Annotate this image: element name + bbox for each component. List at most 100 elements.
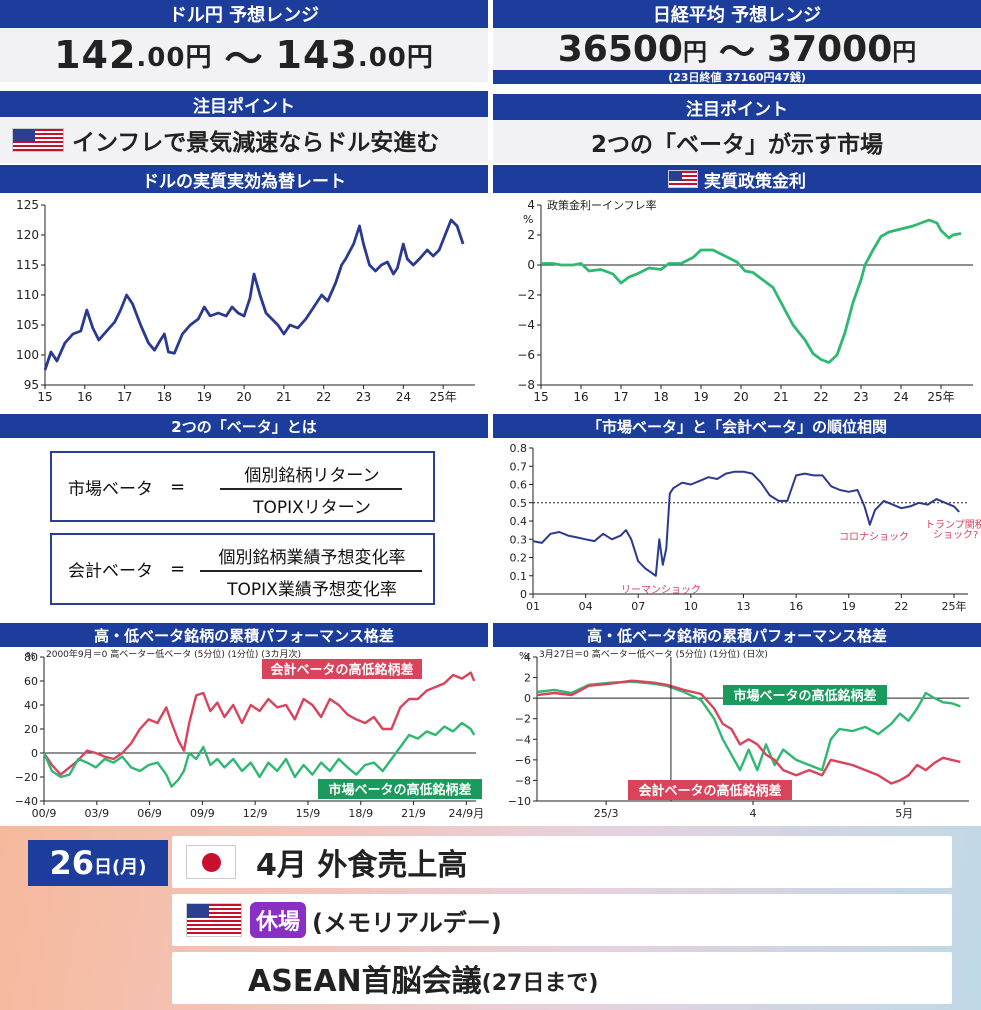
y-tick-label: 0.4 bbox=[510, 515, 528, 528]
x-tick-label: 06/9 bbox=[137, 807, 162, 820]
accounting-beta-legend-label: 会計ベータの高低銘柄差 bbox=[270, 662, 413, 678]
y-tick-label: 0 bbox=[520, 588, 527, 601]
accounting-beta-numerator: 個別銘柄業績予想変化率 bbox=[218, 548, 406, 568]
y-unit-label: % bbox=[523, 213, 533, 226]
annotation-covid: コロナショック bbox=[839, 531, 909, 543]
y-tick-label: 20 bbox=[24, 723, 38, 736]
accounting-beta-spread-line bbox=[536, 679, 961, 785]
market-closed-badge: 休場 bbox=[250, 902, 307, 938]
market-beta-legend-box bbox=[318, 779, 482, 799]
x-tick-label: 4 bbox=[750, 807, 757, 820]
japan-flag-icon bbox=[186, 845, 236, 879]
x-tick-label: 15/9 bbox=[296, 807, 321, 820]
y-tick-label: 0.1 bbox=[510, 570, 528, 583]
x-tick-label: 18 bbox=[157, 390, 172, 404]
x-tick-label: 13 bbox=[736, 600, 750, 613]
nikkei-note: (23日終値 37160円47銭) bbox=[493, 70, 981, 84]
y-tick-label: −40 bbox=[15, 795, 38, 808]
y-tick-label: 4 bbox=[524, 651, 531, 664]
usdjpy-range: 142.00円 〜 143.00円 bbox=[0, 28, 488, 82]
x-tick-label: 23 bbox=[356, 390, 371, 404]
x-tick-label: 19 bbox=[197, 390, 212, 404]
us-flag-icon bbox=[12, 128, 64, 152]
usdjpy-header: ドル円 予想レンジ bbox=[0, 0, 488, 28]
annotation-lehman: リーマンショック bbox=[621, 584, 701, 596]
accounting-beta-legend-box bbox=[262, 659, 422, 679]
chart-subtitle: 2000年9月＝0 高ベーター低ベータ (5分位) (1分位) (3カ月次) bbox=[46, 648, 301, 660]
y-tick-label: 110 bbox=[16, 288, 39, 302]
usdjpy-low-int: 142 bbox=[54, 33, 137, 77]
x-tick-label: 21 bbox=[276, 390, 291, 404]
x-tick-label: 25年 bbox=[430, 390, 457, 404]
real-policy-rate-line-chart: 420−2−4−6−815 16 17 18 19 20 21 22 23 24 25年%政策金利ー… bbox=[517, 198, 973, 404]
y-tick-label: 0.6 bbox=[510, 479, 528, 492]
beta-def-header: 2つの「ベータ」とは bbox=[0, 414, 488, 438]
accounting-beta-label: 会計ベータ bbox=[68, 561, 153, 582]
x-tick-label: 18 bbox=[653, 390, 668, 404]
x-tick-label: 15 bbox=[533, 390, 548, 404]
x-tick-label: 20 bbox=[733, 390, 748, 404]
x-tick-label: 21 bbox=[773, 390, 788, 404]
y-tick-label: 2 bbox=[524, 672, 531, 685]
event-item-1: 4月 外食売上高 bbox=[172, 836, 952, 888]
y-tick-label: 60 bbox=[24, 675, 38, 688]
market-beta-equals: = bbox=[170, 476, 186, 497]
market-beta-legend-box bbox=[723, 685, 887, 705]
event-date-number: 26 bbox=[49, 844, 95, 882]
y-tick-label: 0.5 bbox=[510, 497, 528, 510]
x-tick-label: 09/9 bbox=[190, 807, 215, 820]
rank-correlation-line bbox=[532, 470, 960, 577]
y-unit-label: % bbox=[519, 651, 529, 662]
x-tick-label: 20 bbox=[236, 390, 251, 404]
y-tick-label: 40 bbox=[24, 699, 38, 712]
event-item-2-label: (メモリアルデー) bbox=[312, 908, 502, 937]
market-beta-label: 市場ベータ bbox=[68, 479, 153, 499]
nikkei-high: 37000 bbox=[767, 28, 893, 70]
us-flag-icon bbox=[186, 903, 242, 937]
y-tick-label: −4 bbox=[517, 318, 535, 332]
x-tick-label: 5月 bbox=[895, 807, 913, 820]
x-tick-label: 23 bbox=[853, 390, 868, 404]
x-tick-label: 16 bbox=[77, 390, 92, 404]
x-tick-label: 17 bbox=[613, 390, 628, 404]
y-tick-label: −6 bbox=[515, 754, 531, 767]
policy-rate-chart-title: 実質政策金利 bbox=[493, 165, 981, 193]
x-tick-label: 16 bbox=[789, 600, 803, 613]
market-beta-denominator: TOPIXリターン bbox=[253, 498, 371, 518]
x-tick-label: 07 bbox=[631, 600, 645, 613]
y-tick-label: 0.7 bbox=[510, 460, 528, 473]
accounting-beta-formula: 会計ベータ = 個別銘柄業績予想変化率 TOPIX業績予想変化率 bbox=[50, 533, 435, 605]
y-tick-label: 0.2 bbox=[510, 552, 528, 565]
event-date: 26 日(月) bbox=[28, 840, 168, 886]
x-tick-label: 25年 bbox=[927, 390, 954, 404]
x-tick-label: 19 bbox=[842, 600, 856, 613]
nikkei-yen-2: 円 bbox=[892, 37, 917, 66]
cum-perf-long-title: 高・低ベータ銘柄の累積パフォーマンス格差 bbox=[0, 623, 488, 647]
y-tick-label: −20 bbox=[15, 771, 38, 784]
focus-left-text: インフレで景気減速ならドル安進む bbox=[0, 117, 488, 163]
beta-rank-correlation-chart: 0.8 0.7 0.6 0.5 0.4 0.3 0.2 0.1 001 04 07 10 13 16 19 2… bbox=[510, 442, 981, 613]
y-tick-label: 0.3 bbox=[510, 533, 528, 546]
y-tick-label: −8 bbox=[515, 774, 531, 787]
event-date-suffix: 日(月) bbox=[94, 857, 147, 878]
y-tick-label: 95 bbox=[24, 378, 39, 392]
nikkei-yen-1: 円 bbox=[682, 37, 707, 66]
y-tick-label: −2 bbox=[517, 288, 535, 302]
nikkei-range: 36500 円 〜 37000 円 bbox=[493, 28, 981, 73]
usdjpy-tilde: 〜 bbox=[224, 36, 264, 81]
x-tick-label: 25/3 bbox=[594, 807, 619, 820]
accounting-beta-legend-box bbox=[628, 780, 792, 800]
chart-subtitle: 3月27日＝0 高ベーター低ベータ (5分位) (1分位) (日次) bbox=[539, 648, 768, 660]
cum-perf-recent-title: 高・低ベータ銘柄の累積パフォーマンス格差 bbox=[493, 623, 981, 647]
nikkei-tilde: 〜 bbox=[718, 32, 755, 73]
event-item-3: ASEAN首脳会議 (27日まで) bbox=[172, 952, 952, 1004]
x-tick-label: 22 bbox=[316, 390, 331, 404]
accounting-beta-legend-label: 会計ベータの高低銘柄差 bbox=[638, 783, 781, 799]
y-tick-label: −8 bbox=[517, 378, 535, 392]
x-tick-label: 25年 bbox=[941, 599, 966, 613]
y-tick-label: 100 bbox=[16, 348, 39, 362]
beta-corr-chart-title: 「市場ベータ」と「会計ベータ」の順位相関 bbox=[493, 414, 981, 438]
event-item-3-label: ASEAN首脳会議 bbox=[248, 964, 482, 999]
x-tick-label: 19 bbox=[693, 390, 708, 404]
